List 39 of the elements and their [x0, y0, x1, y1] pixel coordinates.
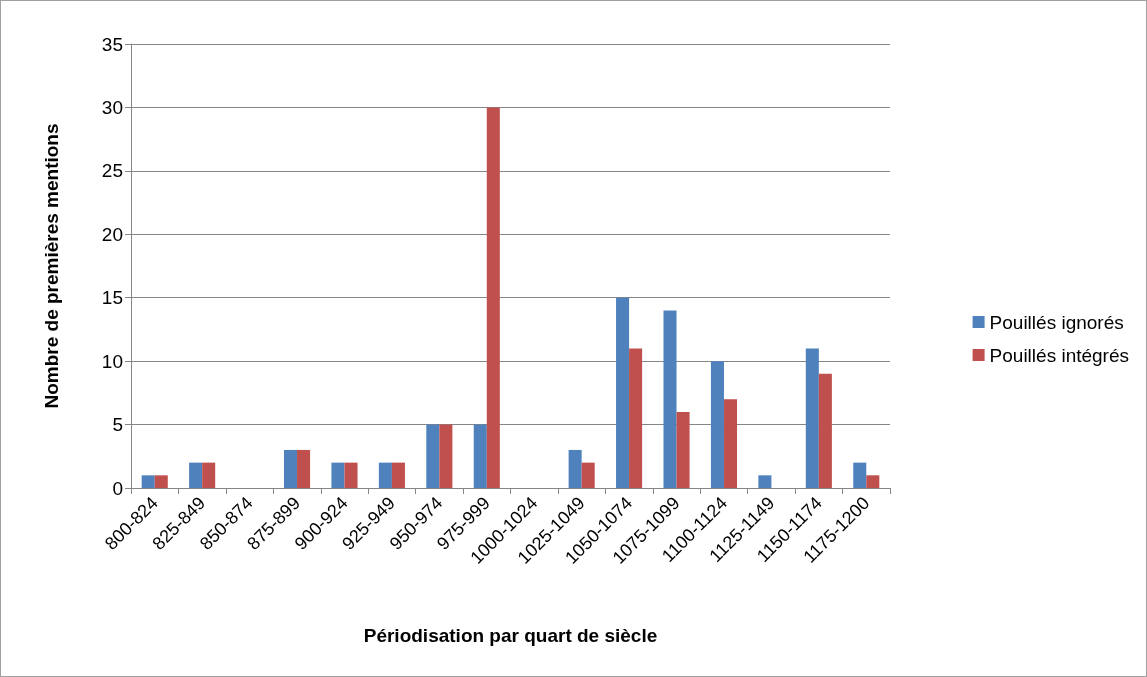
bar: [866, 475, 880, 488]
y-tick-label: 0: [112, 477, 123, 499]
y-tick-label: 25: [101, 160, 123, 182]
legend-label: Pouillés ignorés: [989, 311, 1124, 333]
bar: [710, 361, 724, 488]
bar: [141, 475, 155, 488]
bar: [331, 462, 345, 488]
bar: [616, 297, 630, 488]
y-tick-label: 35: [101, 33, 123, 55]
bar: [202, 462, 216, 488]
bar: [297, 449, 311, 488]
y-tick-label: 5: [112, 414, 123, 436]
bar: [283, 449, 298, 488]
bar: [189, 462, 203, 488]
bar: [818, 373, 832, 488]
y-tick-label: 10: [101, 350, 123, 372]
bar: [154, 475, 168, 488]
bar: [581, 462, 595, 488]
bar: [473, 424, 487, 488]
bar: [568, 449, 582, 488]
y-axis-title: Nombre de premières mentions: [41, 123, 62, 409]
legend-label: Pouillés intégrés: [989, 344, 1130, 366]
bar: [676, 411, 690, 488]
x-axis-title: Périodisation par quart de siècle: [363, 625, 658, 646]
bar: [426, 424, 440, 488]
y-tick-label: 30: [101, 96, 123, 118]
bar: [439, 424, 453, 488]
bar: [391, 462, 405, 488]
bar: [723, 399, 738, 488]
bar: [629, 348, 643, 488]
bar: [805, 348, 819, 488]
bar: [378, 462, 392, 488]
y-tick-label: 15: [101, 287, 123, 309]
bar: [853, 462, 867, 488]
bar: [486, 107, 500, 488]
bar: [344, 462, 358, 488]
bar: [758, 475, 772, 488]
y-tick-label: 20: [101, 223, 123, 245]
bar: [663, 310, 677, 488]
